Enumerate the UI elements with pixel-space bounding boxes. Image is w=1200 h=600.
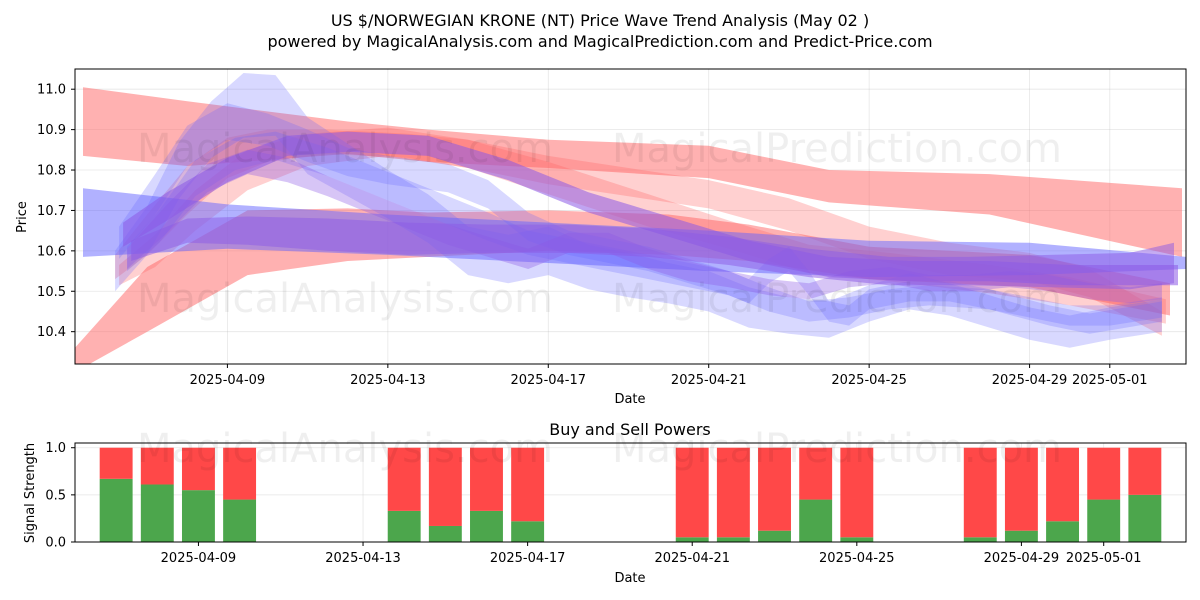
buy-bar [99,478,133,542]
signal-x-tick-label: 2025-04-13 [325,551,401,566]
sell-bar [99,447,133,479]
price-x-tick-label: 2025-04-21 [671,373,747,388]
buy-bar [963,537,997,542]
sell-bar [387,447,421,511]
sell-bar [181,447,215,491]
price-plot-frame [74,68,1187,365]
signal-y-ticks: 0.0 0.5 1.0 [45,441,75,551]
price-y-tick-label: 10.4 [37,325,66,340]
buy-bar [140,484,174,542]
signal-x-tick-label: 2025-04-21 [654,551,730,566]
price-x-ticks: 2025-04-09 2025-04-13 2025-04-17 2025-04-21… [190,364,1148,388]
signal-panel-title: Buy and Sell Powers [549,420,711,439]
buy-bar [1004,530,1038,542]
price-y-tick-label: 10.8 [37,164,66,179]
price-band-purple-11 [127,149,1162,304]
buy-bar [181,490,215,542]
price-x-tick-label: 2025-04-09 [190,373,266,388]
price-band-red-3 [115,129,1162,336]
price-y-ticks: 10.4 10.5 10.6 10.7 10.8 10.9 11.0 [37,83,75,340]
sell-bar [1046,447,1080,522]
buy-bar [675,537,709,542]
signal-x-axis-label: Date [614,571,645,586]
watermark-bottom-left: MagicalAnalysis.com [137,426,553,472]
signal-x-tick-label: 2025-04-09 [161,551,237,566]
sell-bar [428,447,462,526]
signal-y-axis-label: Signal Strength [23,443,38,543]
sell-bar [758,447,791,531]
signal-x-tick-label: 2025-05-01 [1066,551,1142,566]
buy-bar [470,510,503,542]
sell-bar [1087,447,1121,500]
price-x-tick-label: 2025-04-17 [510,373,586,388]
price-band-blue-7 [119,103,1162,334]
price-x-tick-label: 2025-04-13 [350,373,426,388]
watermark-top-left: MagicalAnalysis.com [137,126,553,172]
price-x-tick-label: 2025-05-01 [1072,373,1148,388]
signal-x-tick-label: 2025-04-25 [819,551,895,566]
sell-bar [140,447,174,485]
sell-bar [1128,447,1162,495]
sell-bar [840,447,874,538]
price-y-tick-label: 10.7 [37,204,66,219]
buy-bar [1087,499,1121,542]
signal-x-tick-label: 2025-04-17 [490,551,566,566]
price-y-axis-label: Price [15,201,30,233]
price-band-red-1 [83,87,1182,257]
signal-plot-frame [74,442,1187,543]
buy-bar [428,525,462,542]
price-y-tick-label: 10.5 [37,285,66,300]
sell-bar [675,447,709,538]
chart-title: US $/NORWEGIAN KRONE (NT) Price Wave Tre… [331,11,869,30]
buy-bar [1046,521,1080,542]
sell-bar [470,447,503,511]
watermark-top-right: MagicalPrediction.com [612,126,1062,172]
sell-bar [799,447,833,500]
price-band-blue-8 [127,131,1162,326]
price-x-tick-label: 2025-04-25 [831,373,907,388]
sell-bar [1004,447,1038,531]
price-band-purple-10 [131,216,1175,290]
sell-bar [963,447,997,538]
buy-bar [1128,494,1162,542]
chart-subtitle: powered by MagicalAnalysis.com and Magic… [267,32,932,51]
signal-bars [99,447,1162,542]
buy-bar [799,499,833,542]
buy-bar [223,499,257,542]
price-y-tick-label: 10.9 [37,123,66,138]
price-x-tick-label: 2025-04-29 [992,373,1068,388]
price-wave-bands [75,73,1186,364]
sell-bar [511,447,545,522]
buy-bar [511,521,545,542]
buy-bar [716,537,750,542]
watermark-mid-right: MagicalPrediction.com [612,276,1062,322]
buy-bar [758,530,791,542]
buy-bar [387,510,421,542]
sell-bar [223,447,257,500]
price-y-tick-label: 11.0 [37,83,66,98]
buy-bar [840,537,874,542]
price-x-axis-label: Date [614,392,645,407]
signal-y-tick-label: 1.0 [45,441,66,456]
sell-bar [716,447,750,538]
watermark-bottom-right: MagicalPrediction.com [612,426,1062,472]
signal-x-ticks: 2025-04-09 2025-04-13 2025-04-17 2025-04-21… [161,542,1142,566]
signal-y-tick-label: 0.5 [45,488,66,503]
price-y-tick-label: 10.6 [37,244,66,259]
watermark-mid-left: MagicalAnalysis.com [137,276,553,322]
signal-y-tick-label: 0.0 [45,536,66,551]
signal-x-tick-label: 2025-04-29 [984,551,1060,566]
